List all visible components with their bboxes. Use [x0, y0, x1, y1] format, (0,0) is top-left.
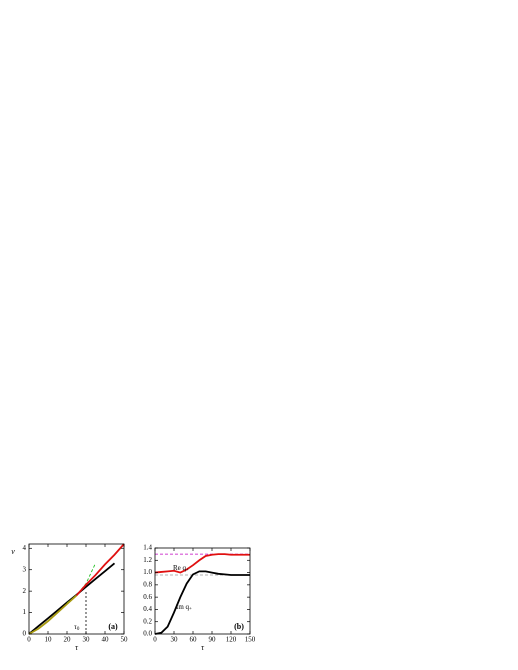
annotation: Im q+: [176, 603, 192, 613]
x-tick-label: 0: [153, 636, 157, 644]
x-tick-label: 150: [245, 636, 256, 644]
line-series: [154, 570, 250, 635]
y-tick-label: 1.2: [143, 556, 152, 564]
y-axis-label: ν: [11, 547, 15, 556]
y-tick-label: 0.2: [143, 617, 152, 625]
annotation-text: τ: [74, 623, 77, 631]
annotation: τ0: [74, 623, 80, 633]
y-tick-label: 3: [23, 565, 27, 573]
y-tick-label: 4: [23, 544, 27, 552]
annotation-subscript: +: [186, 568, 189, 573]
x-tick-label: 30: [171, 636, 179, 644]
x-tick-label: 40: [102, 636, 110, 644]
y-tick-label: 1.0: [143, 568, 152, 576]
x-tick-label: 30: [83, 636, 91, 644]
plot-frame: [154, 547, 251, 635]
annotation-text: Im q: [176, 603, 190, 611]
y-tick-label: 0.8: [143, 580, 152, 588]
x-tick-label: 50: [121, 636, 129, 644]
annotation-text: Re q: [173, 564, 187, 572]
annotation-subscript: 0: [77, 627, 80, 632]
x-tick-label: 20: [64, 636, 72, 644]
annotation: Re q+: [173, 564, 189, 574]
line-series: [154, 553, 250, 574]
x-axis-label: τ: [75, 643, 79, 652]
line-series: [28, 594, 78, 635]
x-tick-label: 10: [45, 636, 53, 644]
x-axis-label: τ: [201, 643, 205, 652]
panel-label: (a): [108, 622, 118, 631]
line-series: [75, 543, 125, 597]
y-tick-label: 2: [23, 587, 27, 595]
y-tick-label: 0.4: [143, 605, 152, 613]
y-tick-label: 0.0: [143, 630, 152, 638]
annotation-subscript: +: [189, 607, 192, 612]
panel-label: (b): [234, 622, 244, 631]
y-tick-label: 0: [23, 630, 27, 638]
y-tick-label: 1: [23, 608, 27, 616]
x-tick-label: 60: [190, 636, 198, 644]
x-tick-label: 90: [209, 636, 217, 644]
x-tick-label: 0: [27, 636, 31, 644]
y-tick-label: 0.6: [143, 593, 152, 601]
x-tick-label: 120: [226, 636, 237, 644]
y-tick-label: 1.4: [143, 544, 152, 552]
plot-frame: [28, 543, 125, 635]
